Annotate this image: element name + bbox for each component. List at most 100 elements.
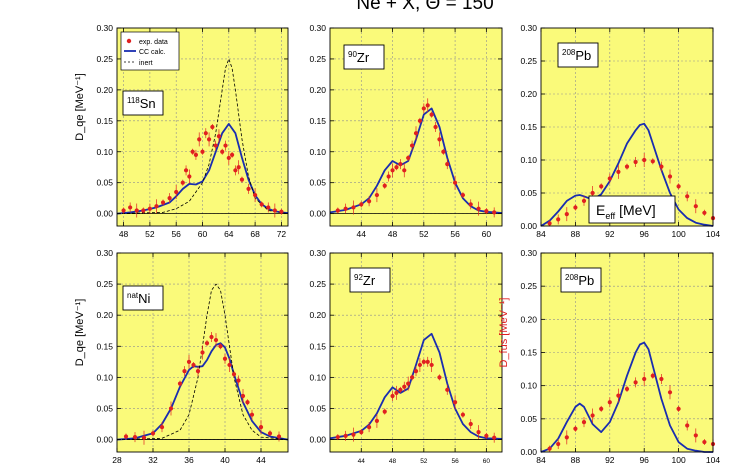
data-point [220, 149, 225, 154]
data-point [547, 221, 552, 226]
nucleus-label: 118Sn [127, 96, 156, 111]
data-point [231, 372, 237, 377]
data-point [343, 433, 348, 438]
data-point [236, 165, 241, 170]
data-point [702, 439, 707, 445]
x-tick-label: 84 [536, 455, 546, 464]
y-tick-label: 0.00 [309, 209, 326, 219]
data-point [236, 378, 241, 383]
data-point [425, 103, 430, 108]
x-tick-label: 92 [605, 229, 615, 239]
x-tick-label: 48 [119, 229, 129, 239]
data-point [685, 423, 690, 428]
data-point [642, 157, 647, 163]
x-tick-label: 100 [672, 455, 686, 464]
inert-curve [116, 58, 289, 214]
data-point [406, 155, 411, 161]
x-tick-label: 52 [419, 229, 429, 239]
data-point [191, 362, 196, 368]
data-point [249, 412, 255, 417]
y-tick-label: 0.05 [309, 178, 326, 188]
data-point [633, 159, 638, 165]
panel-p90zr: 0.00 0.05 0.10 0.15 0.20 0.25 0.30 44 48 52 56 60 90… [309, 23, 503, 239]
data-point [413, 369, 419, 374]
data-point [437, 137, 442, 142]
data-point [222, 356, 228, 361]
data-point [259, 202, 264, 207]
x-tick-label: 96 [639, 229, 649, 239]
cc-calc-curve [116, 342, 289, 441]
data-point [180, 180, 185, 185]
y-axis-label: D_fus [MeV⁻¹] [498, 298, 510, 368]
y-tick-label: 0.30 [309, 23, 326, 33]
x-tick-label: 28 [112, 455, 122, 464]
x-tick-label: 88 [571, 455, 581, 464]
data-point [177, 381, 183, 386]
data-point [121, 208, 126, 213]
y-tick-label: 0.20 [520, 314, 537, 324]
data-point [190, 149, 195, 154]
data-point [492, 210, 497, 215]
y-tick-label: 0.25 [309, 279, 326, 289]
x-tick-label: 32 [148, 455, 158, 464]
y-tick-label: 0.10 [96, 372, 113, 382]
data-point [599, 406, 604, 411]
data-point [359, 202, 364, 207]
data-point [386, 174, 391, 179]
data-point [366, 425, 372, 430]
nucleus-label: natNi [127, 291, 151, 306]
data-point [429, 112, 434, 117]
energy-label: Eeff [MeV] [596, 202, 656, 221]
y-tick-label: 0.25 [96, 54, 113, 64]
y-tick-label: 0.20 [520, 89, 537, 99]
data-point [204, 341, 210, 346]
y-tick-label: 0.15 [309, 341, 326, 351]
y-tick-label: 0.20 [96, 310, 113, 320]
nucleus-label: 208Pb [562, 48, 591, 63]
data-point [476, 430, 481, 435]
data-point [702, 210, 707, 215]
y-tick-label: 0.05 [520, 414, 537, 424]
data-point [468, 202, 473, 207]
data-point [581, 198, 587, 204]
data-point [573, 426, 578, 431]
legend-cc-label: CC calc. [139, 49, 166, 56]
y-tick-label: 0.30 [520, 248, 537, 258]
x-tick-label: 48 [388, 229, 398, 239]
data-point [239, 177, 245, 182]
data-point [154, 204, 159, 209]
x-tick-label: 44 [256, 455, 266, 464]
data-point [667, 174, 673, 179]
data-point [276, 434, 282, 439]
data-point [650, 373, 655, 378]
legend-data-marker [126, 38, 132, 44]
y-tick-label: 0.20 [96, 85, 113, 95]
panel-p92zr: 0.00 0.05 0.10 0.15 0.20 0.25 0.30 44 48 52 56 60 92… [309, 248, 503, 465]
inert-curve [116, 283, 289, 440]
data-point [150, 431, 156, 436]
y-tick-label: 0.30 [96, 23, 113, 33]
data-point [425, 359, 430, 364]
data-point [200, 149, 205, 154]
data-point [616, 169, 621, 174]
data-point [227, 362, 232, 368]
data-point [607, 176, 612, 181]
data-point [624, 386, 630, 392]
data-point [429, 362, 434, 368]
nucleus-label-box [560, 267, 602, 293]
plot-frame [116, 252, 289, 453]
data-point [216, 134, 222, 139]
data-point [642, 376, 647, 382]
data-point [213, 337, 219, 343]
cc-calc-curve [540, 122, 714, 227]
data-point [599, 184, 604, 189]
nucleus-label-box [122, 285, 164, 311]
data-point [160, 200, 166, 205]
data-point [398, 162, 403, 167]
panel-p208pb_bot: 0.00 0.05 0.10 0.15 0.20 0.25 0.30 84 88 92 96 100 1… [498, 248, 720, 465]
data-point [693, 204, 698, 209]
data-point [667, 390, 673, 395]
y-tick-label: 0.30 [309, 248, 326, 258]
data-point [132, 434, 138, 440]
